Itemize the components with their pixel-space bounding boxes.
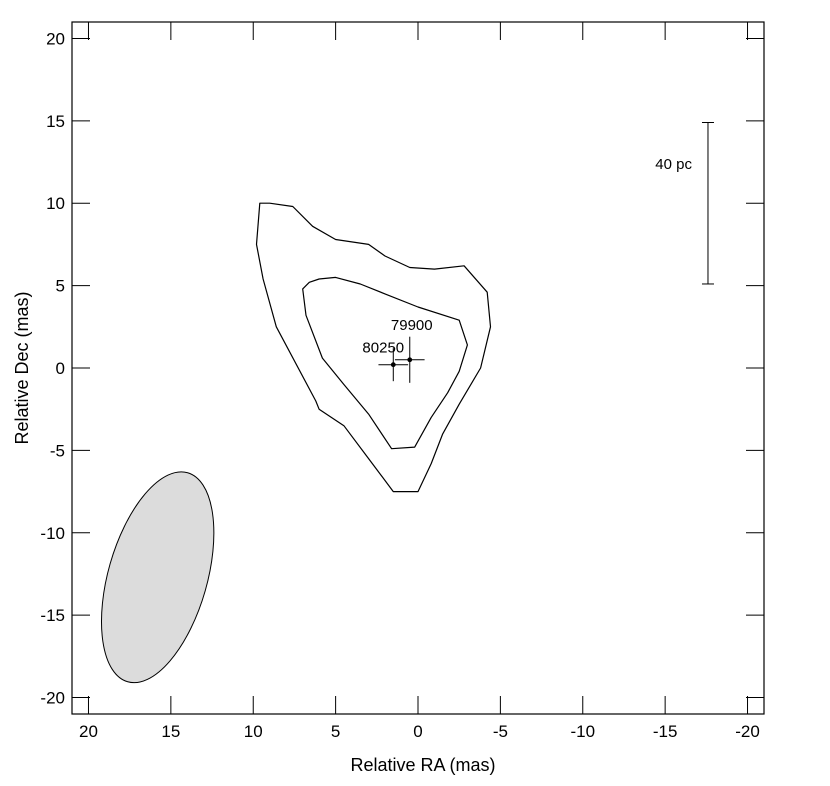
y-tick-label: 20 <box>46 29 65 48</box>
x-tick-labels: 20 15 10 5 0 -5 -10 -15 -20 <box>79 722 760 741</box>
point-80250: 80250 <box>362 340 409 382</box>
contours <box>255 202 492 493</box>
point-label: 79900 <box>391 317 433 334</box>
y-tick-labels: 20 15 10 5 0 -5 -10 -15 -20 <box>40 29 65 707</box>
beam-ellipse <box>100 471 215 684</box>
x-tick-label: -5 <box>493 722 508 741</box>
x-tick-label: -20 <box>735 722 760 741</box>
scale-bar: 40 pc <box>655 122 714 285</box>
scale-bar-label: 40 pc <box>655 156 692 173</box>
x-tick-label: -15 <box>653 722 678 741</box>
point-label: 80250 <box>362 340 404 357</box>
y-axis-title: Relative Dec (mas) <box>12 291 32 444</box>
data-points: 80250 79900 <box>362 317 433 383</box>
x-axis-title: Relative RA (mas) <box>350 755 495 775</box>
y-tick-label: 10 <box>46 194 65 213</box>
y-tick-label: 0 <box>56 359 65 378</box>
y-tick-label: -20 <box>40 689 65 708</box>
x-tick-label: 10 <box>244 722 263 741</box>
x-tick-label: -10 <box>570 722 595 741</box>
point-79900: 79900 <box>391 317 433 383</box>
contour-inner <box>302 276 468 450</box>
y-tick-label: 15 <box>46 112 65 131</box>
contour-outer <box>255 202 492 493</box>
x-tick-label: 15 <box>161 722 180 741</box>
y-tick-label: -5 <box>50 441 65 460</box>
x-tick-label: 20 <box>79 722 98 741</box>
point-marker <box>390 362 396 368</box>
point-marker <box>407 357 413 363</box>
y-tick-label: -10 <box>40 524 65 543</box>
y-tick-label: -15 <box>40 606 65 625</box>
axis-ticks <box>72 22 764 714</box>
x-tick-label: 0 <box>413 722 422 741</box>
x-tick-label: 5 <box>331 722 340 741</box>
y-tick-label: 5 <box>56 277 65 296</box>
beam-shape <box>100 471 215 684</box>
